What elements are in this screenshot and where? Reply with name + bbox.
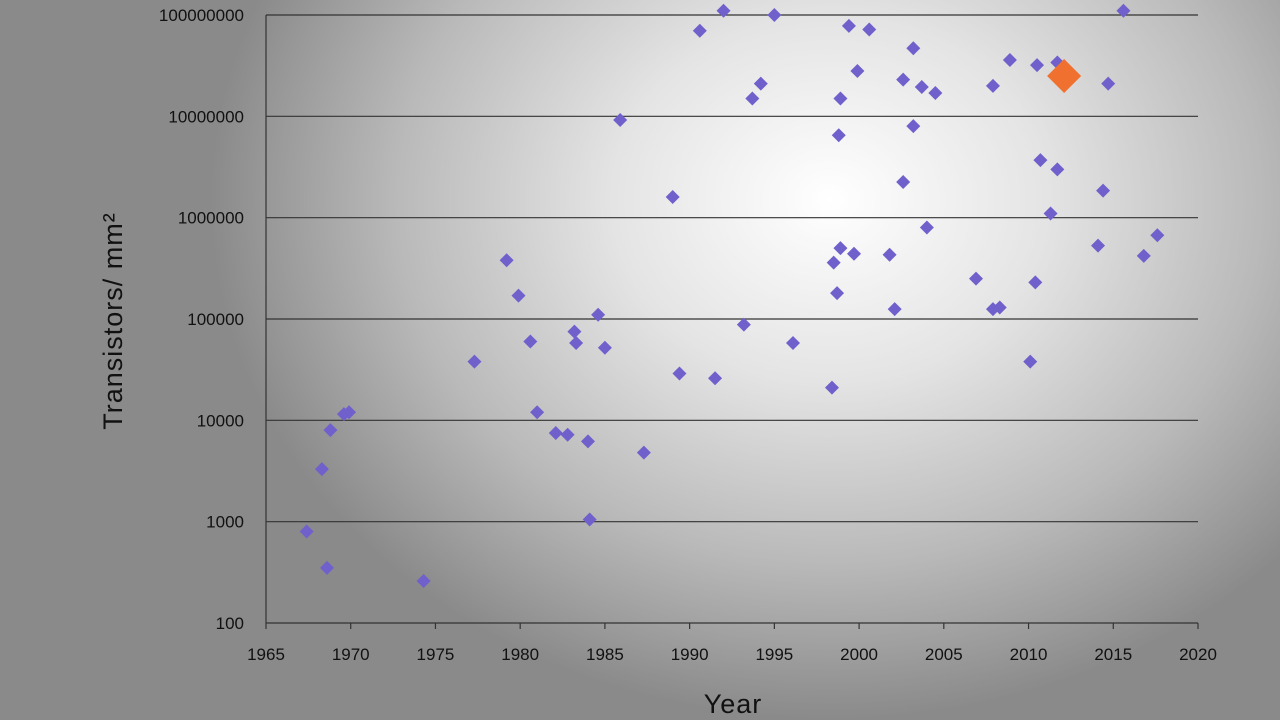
data-point-59 (1033, 153, 1048, 168)
data-point-6 (416, 573, 431, 588)
data-point-21 (636, 445, 651, 460)
data-point-36 (833, 241, 848, 256)
y-tick-100: 100 (216, 614, 244, 633)
y-tick-100000000: 100000000 (159, 6, 244, 25)
y-axis-title: Transistors/ mm² (98, 212, 128, 430)
data-point-48 (914, 79, 929, 94)
data-point-54 (992, 300, 1007, 315)
data-point-49 (919, 220, 934, 235)
highlight-point-0 (1047, 59, 1082, 94)
data-point-24 (692, 23, 707, 38)
data-point-25 (708, 371, 723, 386)
data-point-11 (530, 405, 545, 420)
data-point-8 (499, 253, 514, 268)
data-point-58 (1030, 58, 1045, 73)
x-tick-2010: 2010 (1010, 645, 1048, 664)
x-tick-2015: 2015 (1094, 645, 1132, 664)
data-point-65 (1101, 76, 1116, 91)
data-point-63 (1091, 238, 1106, 253)
data-point-7 (467, 354, 482, 369)
data-point-62 (1050, 55, 1065, 70)
data-point-14 (567, 324, 582, 339)
data-point-56 (1023, 354, 1038, 369)
data-point-30 (767, 8, 782, 22)
data-point-51 (969, 271, 984, 286)
data-point-19 (597, 340, 612, 355)
data-point-16 (580, 434, 595, 449)
data-point-37 (833, 91, 848, 106)
data-point-23 (672, 366, 687, 381)
data-point-5 (342, 405, 357, 420)
data-point-68 (1150, 228, 1165, 243)
data-point-2 (320, 560, 335, 575)
x-tick-2020: 2020 (1179, 645, 1217, 664)
data-point-45 (896, 72, 911, 87)
gridlines (265, 14, 1198, 624)
x-tick-1965: 1965 (247, 645, 285, 664)
data-point-60 (1043, 206, 1058, 221)
y-tick-100000: 100000 (187, 310, 244, 329)
data-point-57 (1028, 275, 1043, 290)
data-point-41 (862, 22, 877, 37)
data-point-29 (753, 76, 768, 91)
x-tick-1975: 1975 (417, 645, 455, 664)
data-point-33 (826, 255, 841, 270)
data-point-3 (323, 423, 338, 438)
data-point-12 (548, 425, 563, 440)
data-point-64 (1096, 183, 1111, 198)
data-point-20 (613, 113, 628, 128)
data-point-38 (841, 18, 856, 33)
data-point-35 (831, 128, 846, 143)
data-point-39 (847, 246, 862, 261)
x-tick-1990: 1990 (671, 645, 709, 664)
data-point-52 (985, 78, 1000, 93)
data-point-31 (786, 335, 801, 350)
data-point-40 (850, 64, 865, 79)
data-point-50 (928, 85, 943, 100)
y-tick-10000: 10000 (197, 411, 244, 430)
data-point-47 (906, 119, 921, 134)
data-point-61 (1050, 162, 1065, 177)
data-point-9 (511, 288, 526, 303)
x-tick-1995: 1995 (755, 645, 793, 664)
x-tick-2005: 2005 (925, 645, 963, 664)
x-tick-1970: 1970 (332, 645, 370, 664)
data-point-13 (560, 427, 575, 442)
data-point-1 (314, 462, 329, 477)
data-point-67 (1136, 248, 1151, 263)
data-point-32 (824, 380, 839, 395)
y-tick-1000000: 1000000 (178, 209, 244, 228)
data-point-28 (745, 91, 760, 106)
data-points (299, 3, 1165, 588)
data-point-46 (906, 41, 921, 56)
y-tick-1000: 1000 (206, 513, 244, 532)
data-point-55 (1002, 52, 1017, 67)
data-point-66 (1116, 3, 1131, 18)
data-point-17 (582, 512, 597, 527)
data-point-43 (887, 302, 902, 317)
data-point-27 (736, 317, 751, 332)
x-axis-title: Year (704, 689, 763, 719)
data-point-42 (882, 247, 897, 262)
y-tick-labels: 100 1000 10000 100000 1000000 10000000 1000000… (159, 6, 244, 633)
data-point-18 (591, 307, 606, 322)
x-tick-labels: 1965 1970 1975 1980 1985 1990 1995 2000 2005 2010… (247, 623, 1217, 664)
x-tick-1985: 1985 (586, 645, 624, 664)
data-point-26 (716, 3, 731, 18)
y-tick-10000000: 10000000 (168, 107, 244, 126)
data-point-0 (299, 524, 314, 539)
data-point-34 (830, 286, 845, 301)
data-point-22 (665, 189, 680, 204)
data-point-44 (896, 174, 911, 189)
x-tick-2000: 2000 (840, 645, 878, 664)
data-point-15 (569, 335, 584, 350)
x-tick-1980: 1980 (501, 645, 539, 664)
data-point-10 (523, 334, 538, 349)
